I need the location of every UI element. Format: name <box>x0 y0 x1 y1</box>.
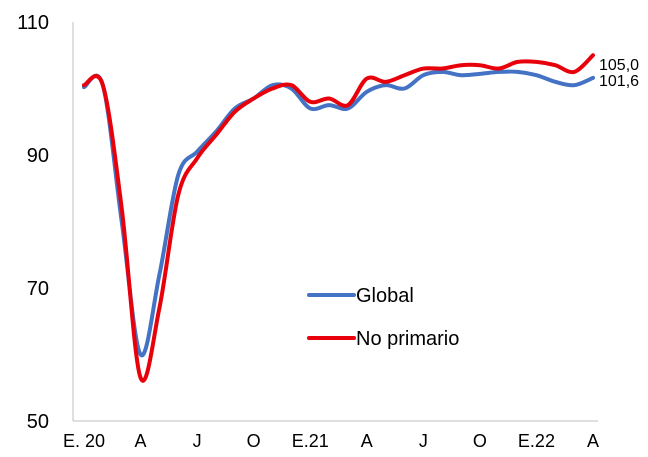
y-tick-label: 70 <box>27 278 49 300</box>
legend: Global No primario <box>307 285 459 350</box>
end-value-label: 101,6 <box>599 73 639 90</box>
x-tick-label: E.21 <box>292 431 329 451</box>
x-tick-label: J <box>419 431 428 451</box>
legend-label: Global <box>356 285 414 307</box>
x-tick-label: J <box>193 431 202 451</box>
series-line-global <box>82 69 595 358</box>
end-value-label: 105,0 <box>599 57 639 74</box>
x-tick-label: A <box>361 431 373 451</box>
y-tick-label: 50 <box>27 411 49 433</box>
y-tick-label: 110 <box>17 12 49 34</box>
y-tick-label: 90 <box>27 145 49 167</box>
y-tick-labels: 50 70 90 110 <box>17 12 49 433</box>
x-tick-label: O <box>247 431 261 451</box>
x-tick-labels: E. 20 A J O E.21 A J O E.22 A <box>63 431 599 451</box>
series-line-no-primario <box>82 53 595 383</box>
x-tick-label: A <box>587 431 599 451</box>
x-tick-label: E.22 <box>518 431 555 451</box>
legend-label: No primario <box>356 328 459 350</box>
series-lines <box>82 53 595 383</box>
x-tick-label: E. 20 <box>63 431 105 451</box>
x-tick-label: O <box>473 431 487 451</box>
x-tick-label: A <box>135 431 147 451</box>
axes <box>72 22 598 422</box>
